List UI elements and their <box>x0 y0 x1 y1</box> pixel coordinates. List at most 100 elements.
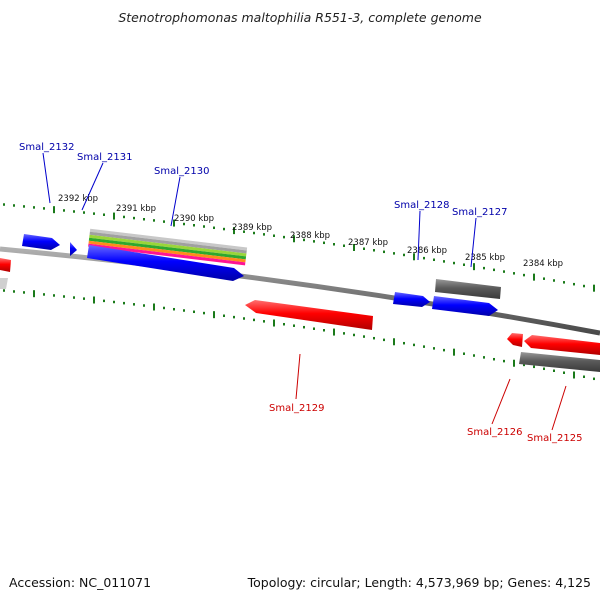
major-tick <box>113 212 115 220</box>
minor-tick <box>263 320 265 323</box>
minor-tick <box>593 377 595 381</box>
gray-feature[interactable] <box>435 279 501 299</box>
gene-smal_2132-arrow[interactable] <box>22 234 60 250</box>
minor-tick <box>533 365 535 369</box>
kbp-label: 2391 kbp <box>116 204 156 214</box>
minor-tick <box>393 252 395 255</box>
gene-label-smal_2129[interactable]: Smal_2129 <box>269 403 324 414</box>
minor-tick <box>183 222 185 226</box>
gene-label-smal_2128[interactable]: Smal_2128 <box>394 200 449 211</box>
gene-label-smal_2130[interactable]: Smal_2130 <box>154 166 209 177</box>
minor-tick <box>463 263 465 266</box>
minor-tick <box>123 215 125 219</box>
gray-feature[interactable] <box>0 278 8 289</box>
minor-tick <box>163 306 165 310</box>
gene-label-smal_2125[interactable]: Smal_2125 <box>527 433 582 444</box>
minor-tick <box>103 299 105 303</box>
minor-tick <box>63 295 65 298</box>
minor-tick <box>403 253 405 257</box>
minor-tick <box>93 212 95 215</box>
gene-smal_2131-arrow[interactable] <box>70 242 77 256</box>
major-tick <box>93 296 95 304</box>
gene-red-edge-arrow[interactable] <box>0 258 11 272</box>
major-tick <box>273 319 275 327</box>
minor-tick <box>123 301 125 305</box>
outer-scale-ticks <box>3 203 595 292</box>
accession-text: Accession: NC_011071 <box>9 575 152 590</box>
minor-tick <box>23 205 25 208</box>
major-tick <box>333 328 335 336</box>
minor-tick <box>243 317 245 320</box>
minor-tick <box>73 296 75 299</box>
minor-tick <box>83 211 85 214</box>
minor-tick <box>373 249 375 252</box>
minor-tick <box>153 219 155 222</box>
major-tick <box>213 311 215 319</box>
major-tick <box>173 219 175 227</box>
gene-label-smal_2131[interactable]: Smal_2131 <box>77 152 132 163</box>
minor-tick <box>363 247 365 250</box>
gene-smal_2130-arrow[interactable] <box>87 245 244 281</box>
gray-feature[interactable] <box>519 352 600 372</box>
minor-tick <box>283 322 285 326</box>
major-tick <box>393 338 395 346</box>
minor-tick <box>323 241 325 245</box>
major-tick <box>513 359 515 367</box>
gene-smal_2125-arrow[interactable] <box>524 335 600 355</box>
map-title: Stenotrophomonas maltophilia R551-3, com… <box>118 10 482 25</box>
gene-smal_2127-arrow[interactable] <box>432 296 498 316</box>
minor-tick <box>343 244 345 247</box>
other-features <box>0 278 600 372</box>
minor-tick <box>243 230 245 233</box>
minor-tick <box>443 260 445 263</box>
minor-tick <box>523 363 525 367</box>
minor-tick <box>313 327 315 330</box>
kbp-label: 2388 kbp <box>290 231 330 241</box>
minor-tick <box>383 338 385 342</box>
minor-tick <box>53 294 55 297</box>
minor-tick <box>473 354 475 357</box>
minor-tick <box>503 359 505 363</box>
inner-scale-ticks <box>3 289 595 381</box>
minor-tick <box>183 309 185 312</box>
genome-backbone <box>0 246 600 336</box>
minor-tick <box>563 371 565 374</box>
minor-tick <box>543 277 545 280</box>
minor-tick <box>33 206 35 209</box>
gene-smal_2129-arrow[interactable] <box>245 300 373 330</box>
minor-tick <box>223 314 225 318</box>
minor-tick <box>13 290 15 293</box>
genome-summary-text: Topology: circular; Length: 4,573,969 bp… <box>247 575 591 590</box>
major-tick <box>153 303 155 311</box>
minor-tick <box>443 348 445 352</box>
minor-tick <box>303 238 305 242</box>
kbp-label: 2389 kbp <box>232 223 272 233</box>
gene-smal_2128-arrow[interactable] <box>393 292 430 307</box>
minor-tick <box>193 310 195 314</box>
minor-tick <box>163 220 165 223</box>
minor-tick <box>193 224 195 227</box>
major-tick <box>473 263 475 271</box>
gene-smal_2126-arrow[interactable] <box>507 333 523 347</box>
minor-tick <box>483 356 485 359</box>
minor-tick <box>353 333 355 337</box>
minor-tick <box>323 328 325 332</box>
minor-tick <box>493 357 495 361</box>
minor-tick <box>383 250 385 254</box>
minor-tick <box>343 332 345 335</box>
major-tick <box>593 284 595 292</box>
minor-tick <box>73 210 75 213</box>
minor-tick <box>413 343 415 347</box>
minor-tick <box>493 268 495 272</box>
minor-tick <box>313 240 315 243</box>
minor-tick <box>253 231 255 235</box>
gene-label-smal_2132[interactable]: Smal_2132 <box>19 142 74 153</box>
minor-tick <box>143 217 145 221</box>
minor-tick <box>233 315 235 319</box>
minor-tick <box>463 352 465 355</box>
minor-tick <box>433 347 435 350</box>
gene-label-smal_2127[interactable]: Smal_2127 <box>452 207 507 218</box>
minor-tick <box>133 216 135 220</box>
gene-label-smal_2126[interactable]: Smal_2126 <box>467 427 522 438</box>
major-tick <box>413 253 415 261</box>
